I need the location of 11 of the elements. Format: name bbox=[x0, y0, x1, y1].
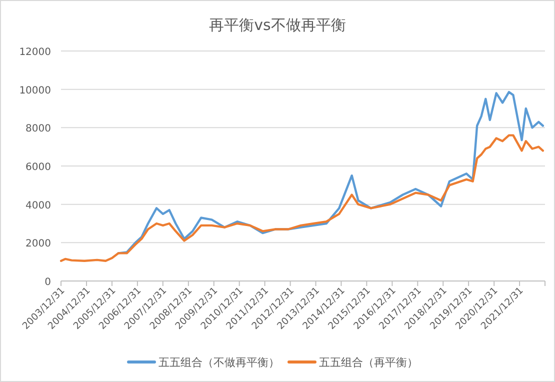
chart-title: 再平衡vs不做再平衡 bbox=[209, 16, 346, 34]
legend-label: 五五组合（不做再平衡） bbox=[158, 356, 280, 369]
y-tick-label: 0 bbox=[44, 277, 51, 288]
y-tick-label: 2000 bbox=[26, 238, 51, 250]
y-tick-label: 12000 bbox=[19, 47, 51, 58]
legend-label: 五五组合（再平衡） bbox=[319, 356, 418, 369]
y-tick-label: 6000 bbox=[26, 162, 51, 173]
y-tick-label: 10000 bbox=[19, 85, 51, 96]
line-series bbox=[60, 134, 544, 262]
y-tick-label: 8000 bbox=[26, 124, 51, 135]
y-tick-label: 4000 bbox=[26, 200, 51, 212]
